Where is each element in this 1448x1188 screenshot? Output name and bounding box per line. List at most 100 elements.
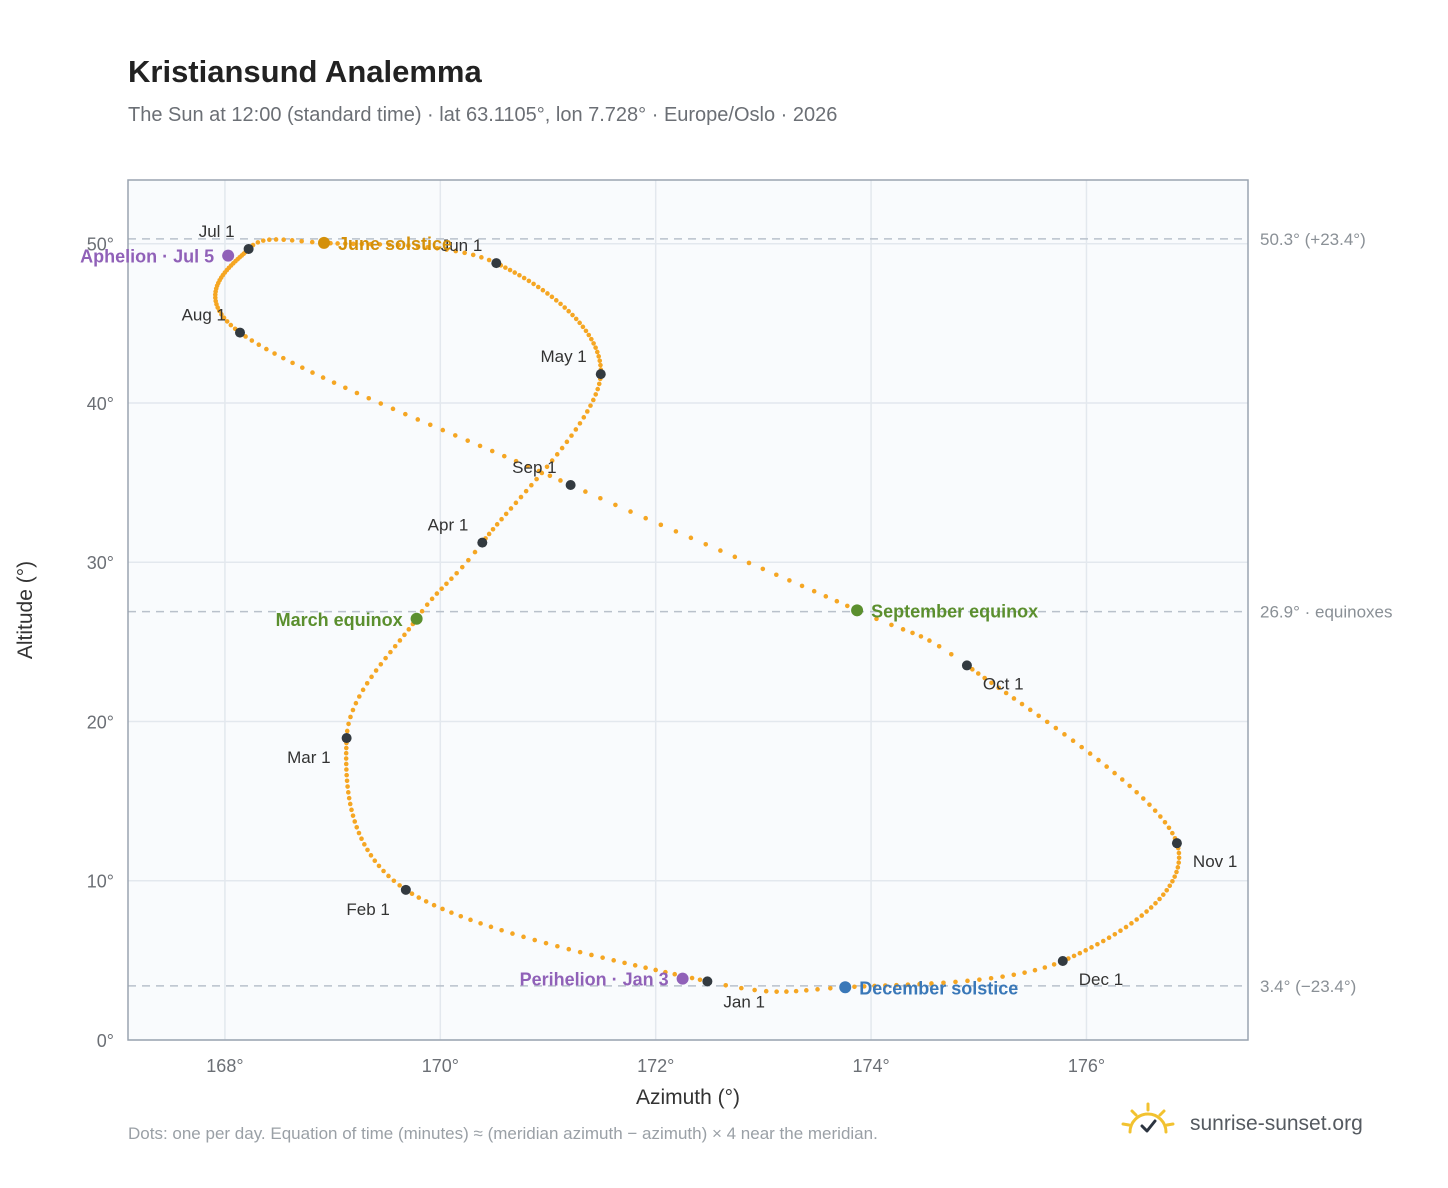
- brand-name[interactable]: sunrise-sunset.org: [1190, 1112, 1363, 1135]
- day-dot: [512, 270, 518, 275]
- day-dot: [910, 630, 915, 636]
- day-dot: [739, 985, 744, 991]
- month-label: Aug 1: [182, 306, 226, 325]
- y-tick-label: 10°: [87, 872, 114, 892]
- day-dot: [834, 598, 840, 604]
- day-dot: [573, 316, 579, 322]
- day-dot: [799, 583, 805, 589]
- month-marker: [243, 243, 254, 254]
- day-dot: [365, 847, 370, 853]
- day-dot: [415, 417, 421, 422]
- day-dot: [458, 913, 464, 919]
- day-dot: [362, 842, 367, 847]
- day-dot: [1166, 825, 1172, 831]
- day-dot: [1164, 887, 1170, 893]
- day-dot: [917, 981, 922, 987]
- day-dot: [589, 952, 594, 958]
- day-dot: [243, 334, 248, 339]
- day-dot: [1147, 802, 1152, 807]
- day-dot: [531, 281, 536, 287]
- day-dot: [569, 433, 574, 438]
- day-dot: [488, 924, 494, 930]
- day-dot: [1140, 796, 1146, 801]
- day-dot: [529, 482, 534, 488]
- event-marker: [410, 612, 423, 625]
- day-dot: [523, 488, 529, 494]
- day-dot: [309, 239, 315, 245]
- day-dot: [353, 700, 359, 706]
- day-dot: [577, 949, 583, 955]
- day-dot: [256, 342, 262, 348]
- sun-logo-icon: [1121, 1102, 1175, 1134]
- day-dot: [521, 275, 527, 281]
- day-dot: [1119, 777, 1125, 782]
- day-dot: [723, 982, 729, 988]
- day-dot: [1077, 950, 1083, 956]
- y-axis-ticks: 0° 10° 20° 30° 40° 50°: [87, 235, 114, 1051]
- month-markers: Jan 1 Feb 1 Mar 1 Apr 1 May 1 Jun 1 Jul 1 Aug 1…: [182, 222, 1238, 1011]
- day-dot: [526, 278, 532, 284]
- day-dot: [894, 982, 899, 988]
- day-dot: [718, 548, 723, 553]
- day-dot: [1158, 814, 1163, 819]
- day-dot: [573, 427, 579, 432]
- x-tick-label: 174°: [852, 1056, 889, 1076]
- day-dot: [672, 971, 678, 977]
- day-dot: [1036, 713, 1041, 719]
- day-dot: [752, 987, 757, 993]
- day-dot: [477, 443, 483, 449]
- day-dot: [217, 308, 222, 314]
- event-marker: [676, 972, 689, 985]
- day-dot: [349, 807, 354, 813]
- day-dot: [503, 265, 508, 270]
- y-tick-label: 40°: [87, 394, 114, 414]
- day-dot: [874, 616, 879, 622]
- day-dot: [466, 557, 471, 563]
- day-dot: [434, 245, 440, 251]
- month-marker: [961, 660, 972, 671]
- day-dot: [272, 351, 277, 356]
- day-dot: [392, 643, 398, 649]
- day-dot: [359, 241, 365, 247]
- day-dot: [577, 421, 583, 426]
- day-dot: [406, 627, 412, 632]
- day-dot: [1162, 819, 1168, 825]
- day-dot: [335, 241, 340, 246]
- brand[interactable]: sunrise-sunset.org: [1120, 1100, 1390, 1150]
- month-label: Nov 1: [1193, 852, 1237, 871]
- day-dot: [224, 319, 230, 324]
- day-dot: [549, 294, 555, 300]
- day-dot: [632, 963, 638, 968]
- day-dot: [844, 603, 850, 609]
- day-dot: [613, 502, 618, 508]
- day-dot: [787, 578, 792, 583]
- event-marker: [222, 249, 235, 262]
- day-dot: [228, 322, 234, 328]
- day-dot: [343, 761, 349, 767]
- day-dot: [478, 921, 483, 926]
- y-tick-label: 30°: [87, 553, 114, 573]
- day-dot: [732, 554, 738, 560]
- day-dot: [373, 668, 379, 673]
- day-dot: [653, 967, 658, 973]
- day-dot: [310, 370, 315, 375]
- event-label: September equinox: [871, 601, 1038, 621]
- day-dot: [989, 680, 994, 686]
- event-label: March equinox: [276, 610, 403, 630]
- day-dot: [559, 445, 565, 451]
- x-tick-label: 176°: [1068, 1056, 1105, 1076]
- day-dot: [545, 291, 550, 296]
- day-dot: [368, 853, 374, 858]
- day-dot: [593, 345, 598, 350]
- day-dot: [444, 581, 449, 587]
- day-dot: [643, 965, 648, 971]
- day-dot: [423, 899, 429, 904]
- day-dot: [1153, 900, 1158, 906]
- day-dot: [815, 987, 820, 992]
- day-dot: [1022, 970, 1027, 975]
- day-dot: [600, 955, 605, 960]
- day-dot: [403, 411, 408, 417]
- day-dot: [1170, 830, 1175, 836]
- day-dot: [273, 237, 279, 242]
- day-dot: [486, 531, 492, 537]
